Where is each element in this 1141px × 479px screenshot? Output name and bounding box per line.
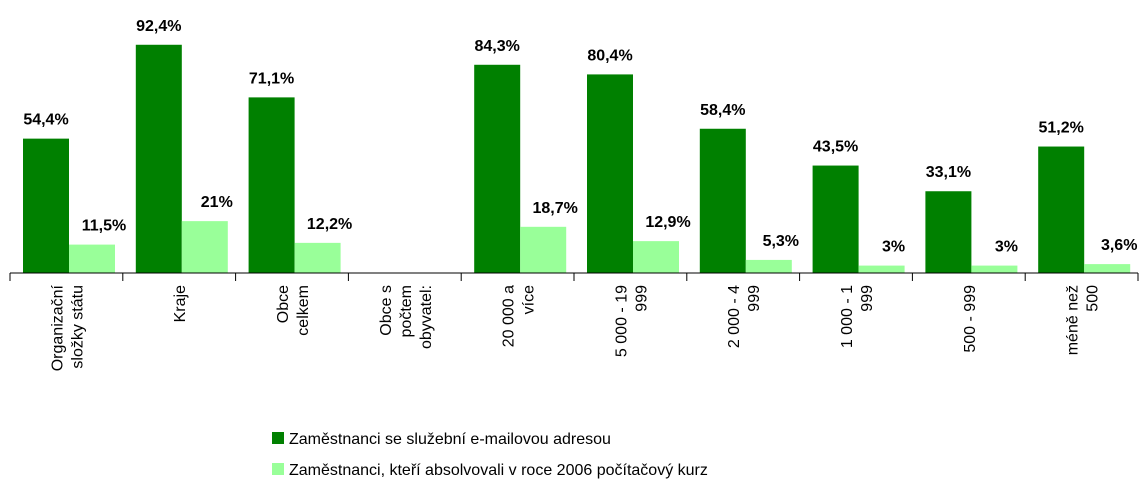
x-tick-label: 1 000 - 1 999 bbox=[839, 285, 876, 348]
bar bbox=[474, 64, 521, 274]
bar bbox=[925, 191, 972, 273]
bar bbox=[745, 259, 792, 273]
legend-label: Zaměstnanci se služební e-mailovou adres… bbox=[289, 431, 611, 448]
value-label: 58,4% bbox=[700, 102, 745, 119]
value-label: 80,4% bbox=[587, 47, 632, 64]
value-label: 43,5% bbox=[813, 139, 858, 156]
bar bbox=[699, 128, 746, 273]
value-label: 51,2% bbox=[1039, 120, 1084, 137]
x-tick-label: Organizační složky státu bbox=[49, 284, 86, 371]
value-label: 12,9% bbox=[645, 214, 690, 231]
x-tick-label: Obce s počtem obyvatel: bbox=[378, 285, 435, 349]
bar bbox=[1084, 264, 1131, 273]
value-label: 3% bbox=[995, 239, 1018, 256]
bar bbox=[812, 165, 859, 273]
legend-swatch bbox=[272, 432, 284, 444]
bar bbox=[181, 221, 228, 273]
x-tick-label: 20 000 a více bbox=[501, 285, 538, 347]
bar bbox=[135, 44, 182, 273]
bar bbox=[633, 241, 679, 273]
x-tick-label: méně než 500 bbox=[1065, 285, 1102, 355]
legend-label: Zaměstnanci, kteří absolvovali v roce 20… bbox=[289, 462, 708, 479]
bar bbox=[23, 138, 69, 273]
x-tick-label: 500 - 999 bbox=[962, 285, 979, 353]
bar bbox=[69, 244, 115, 273]
bar bbox=[1038, 146, 1085, 273]
x-tick-label: 5 000 - 19 999 bbox=[613, 285, 650, 357]
x-tick-label: Kraje bbox=[172, 285, 189, 322]
value-label: 71,1% bbox=[249, 70, 294, 87]
value-label: 54,4% bbox=[23, 112, 68, 129]
value-label: 3% bbox=[882, 239, 905, 256]
legend-swatch bbox=[272, 463, 284, 475]
value-label: 21% bbox=[201, 194, 233, 211]
bar bbox=[587, 74, 633, 273]
bar bbox=[858, 265, 905, 273]
x-tick-label: 2 000 - 4 999 bbox=[726, 285, 763, 348]
value-label: 33,1% bbox=[926, 164, 971, 181]
bar bbox=[971, 265, 1018, 273]
x-tick-label: Obce celkem bbox=[275, 285, 312, 336]
value-label: 18,7% bbox=[533, 200, 578, 217]
value-label: 11,5% bbox=[82, 218, 126, 235]
bar bbox=[248, 97, 295, 274]
value-label: 84,3% bbox=[475, 38, 520, 55]
bar bbox=[294, 242, 341, 273]
value-label: 12,2% bbox=[307, 216, 352, 233]
value-label: 3,6% bbox=[1101, 237, 1137, 254]
value-label: 92,4% bbox=[136, 18, 181, 35]
bar bbox=[520, 226, 567, 273]
value-label: 5,3% bbox=[763, 233, 799, 250]
